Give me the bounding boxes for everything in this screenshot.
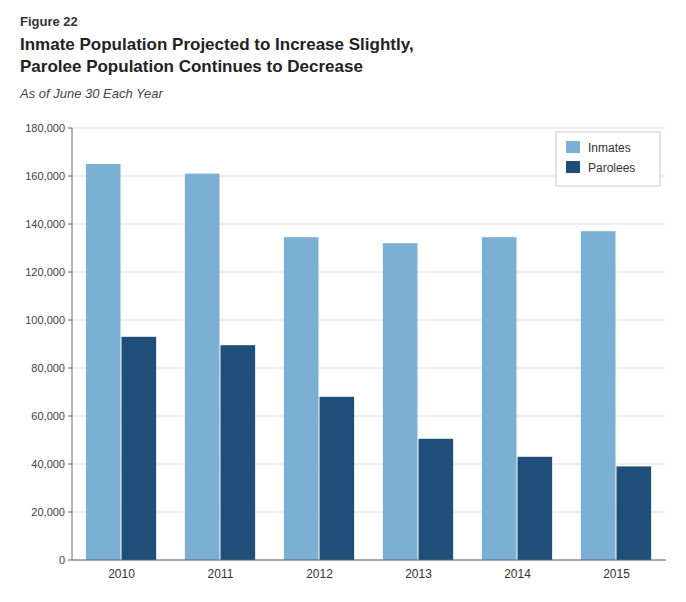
title: Parolee Population Continues to Decrease [20, 57, 363, 76]
x-axis [72, 560, 666, 561]
y-tick-label: 140,000 [25, 218, 65, 230]
legend-swatch [566, 141, 580, 153]
legend-label: Inmates [588, 141, 631, 155]
bar [221, 345, 256, 560]
bar [86, 164, 121, 560]
x-tick-label: 2011 [208, 567, 234, 581]
figure-label: Figure 22 [20, 14, 78, 29]
bars [86, 164, 651, 560]
y-tick [68, 512, 72, 513]
y-tick [68, 416, 72, 417]
y-tick [68, 320, 72, 321]
y-tick [68, 272, 72, 273]
y-tick [68, 368, 72, 369]
bar [482, 237, 517, 560]
y-tick-label: 120,000 [25, 266, 65, 278]
y-tick-label: 0 [59, 554, 65, 566]
legend: Inmates Parolees [556, 132, 660, 186]
grid-line [72, 272, 666, 273]
bar [518, 457, 553, 560]
chart: Figure 22 Inmate Population Projected to … [0, 0, 686, 602]
title: Inmate Population Projected to Increase … [20, 35, 414, 54]
bar [185, 174, 220, 560]
grid-line [72, 224, 666, 225]
y-tick [68, 176, 72, 177]
x-tick-label: 2014 [504, 567, 531, 581]
x-tick-label: 2013 [405, 567, 432, 581]
x-tick-label: 2015 [603, 567, 630, 581]
grid-line [72, 320, 666, 321]
legend-box [556, 132, 660, 186]
bar [383, 243, 418, 560]
y-tick [68, 128, 72, 129]
y-tick [68, 464, 72, 465]
legend-swatch [566, 161, 580, 173]
y-tick-label: 60,000 [31, 410, 65, 422]
y-tick-label: 180,000 [25, 122, 65, 134]
y-tick-label: 20,000 [31, 506, 65, 518]
bar [320, 397, 355, 560]
grid-line [72, 128, 666, 129]
x-tick-label: 2010 [108, 567, 135, 581]
grid-line [72, 464, 666, 465]
x-tick-label: 2012 [306, 567, 333, 581]
grid-line [72, 512, 666, 513]
legend-label: Parolees [588, 161, 635, 175]
grid-line [72, 368, 666, 369]
subtitle: As of June 30 Each Year [19, 86, 164, 101]
y-tick-label: 100,000 [25, 314, 65, 326]
bar [122, 337, 157, 560]
y-tick-label: 80,000 [31, 362, 65, 374]
y-axis [72, 128, 73, 560]
grid-line [72, 560, 666, 561]
bar [284, 237, 319, 560]
bar [581, 231, 616, 560]
y-tick [68, 224, 72, 225]
bar [617, 466, 652, 560]
grid-line [72, 416, 666, 417]
bar [419, 439, 454, 560]
y-tick-label: 160,000 [25, 170, 65, 182]
y-tick-label: 40,000 [31, 458, 65, 470]
y-tick [68, 560, 72, 561]
